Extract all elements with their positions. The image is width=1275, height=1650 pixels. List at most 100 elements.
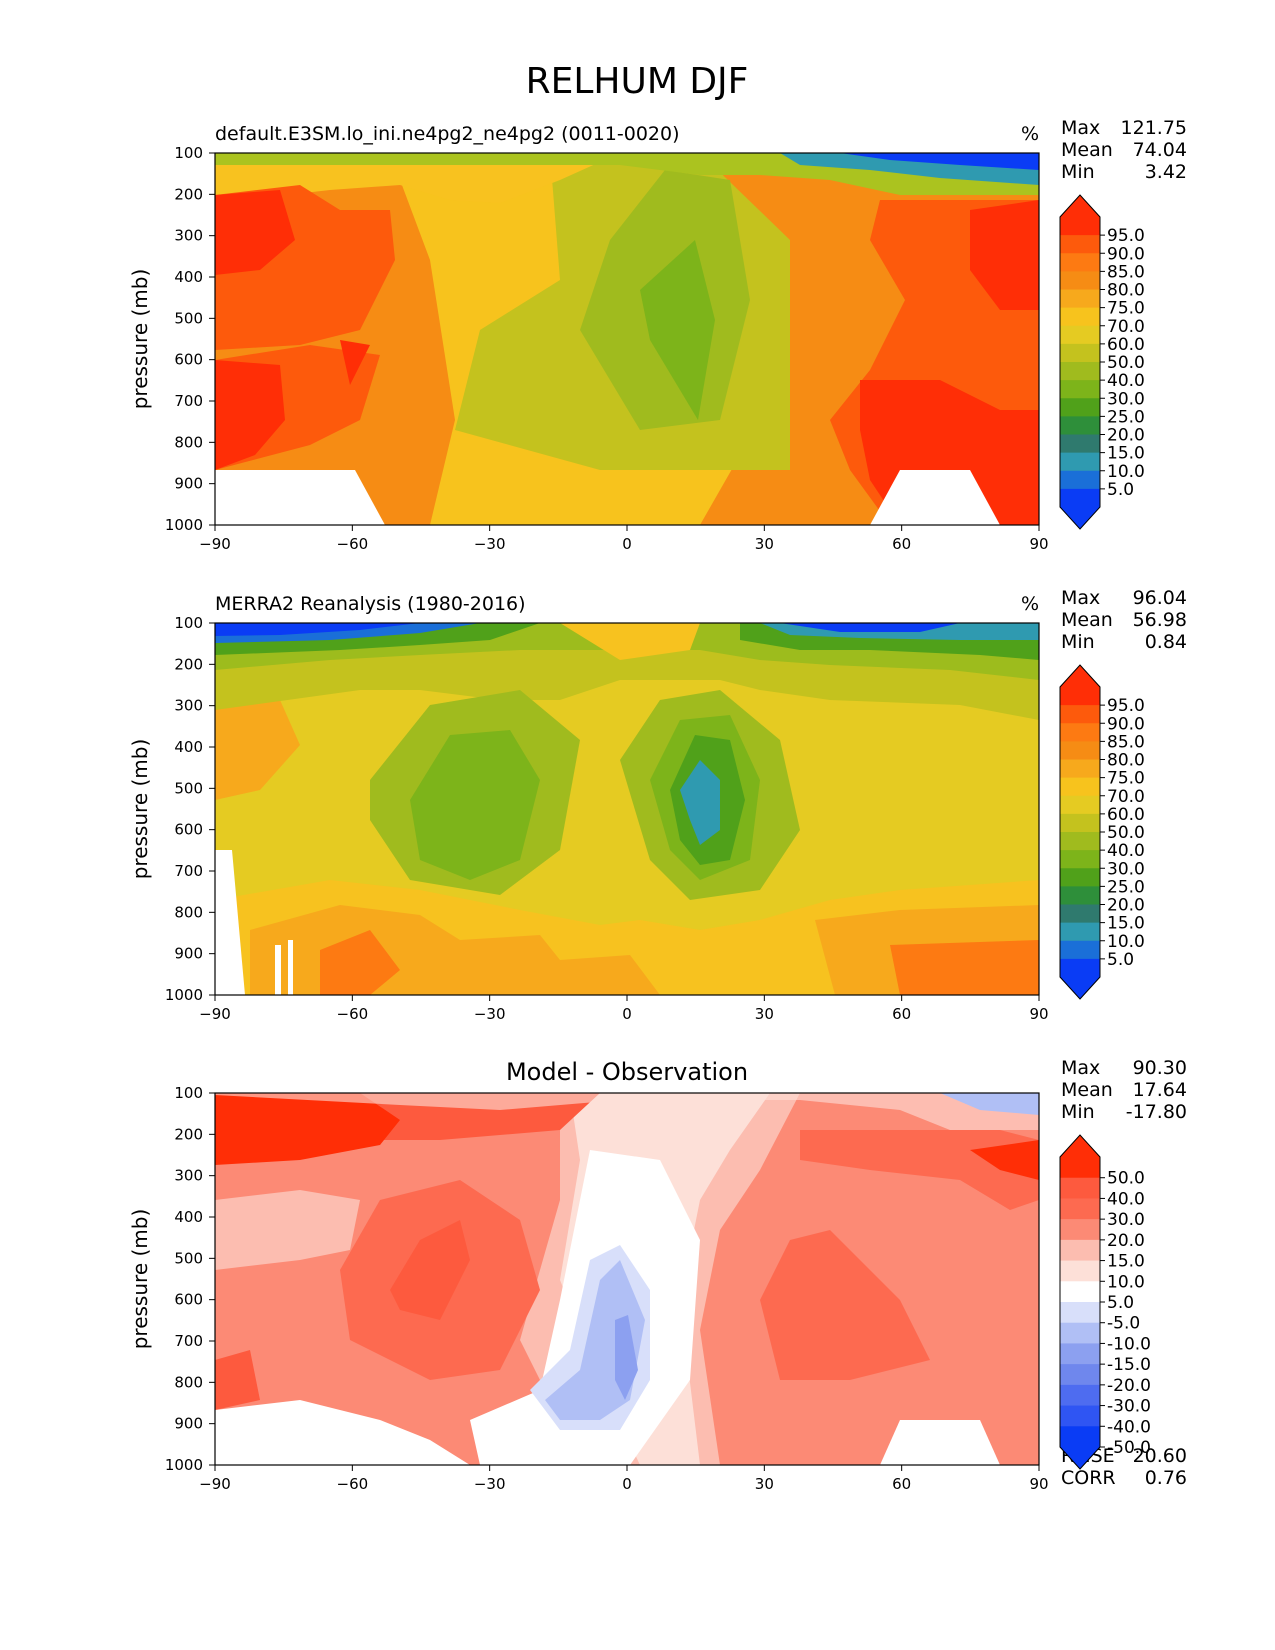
panel-diff-title: Model - Observation xyxy=(506,1058,748,1086)
y-tick-label: 400 xyxy=(174,268,203,286)
panel-obs-stat-mean-value: 56.98 xyxy=(1133,609,1187,631)
colorbar-band xyxy=(1060,325,1100,345)
colorbar-band xyxy=(1060,1384,1100,1407)
colorbar-label: 30.0 xyxy=(1107,859,1145,879)
y-tick-label: 500 xyxy=(174,309,203,327)
colorbar-extend-top xyxy=(1060,1135,1100,1157)
panel-diff-stats: Max 90.30 Mean 17.64 Min -17.80 RMSE 20.… xyxy=(1061,1057,1187,1489)
colorbar-label: -50.0 xyxy=(1107,1438,1151,1458)
y-tick-label: 100 xyxy=(174,144,203,162)
colorbar-band xyxy=(1060,488,1100,508)
colorbar-label: -10.0 xyxy=(1107,1334,1151,1354)
colorbar-band xyxy=(1060,470,1100,490)
y-tick-label: 800 xyxy=(174,903,203,921)
colorbar-label: 25.0 xyxy=(1107,877,1145,897)
panel-obs-title: MERRA2 Reanalysis (1980-2016) xyxy=(215,593,526,615)
colorbar-label: -20.0 xyxy=(1107,1376,1151,1396)
colorbar-band xyxy=(1060,307,1100,327)
panel-obs-stat-min-value: 0.84 xyxy=(1145,631,1187,653)
panel-diff-stat-mean-value: 17.64 xyxy=(1133,1079,1187,1101)
x-tick-label: 90 xyxy=(1029,535,1048,553)
colorbar-band xyxy=(1060,705,1100,724)
colorbar-band xyxy=(1060,1364,1100,1386)
colorbar-label: 40.0 xyxy=(1107,1189,1145,1209)
panel-diff-field xyxy=(215,1093,1039,1465)
panel-model-stat-mean-value: 74.04 xyxy=(1133,139,1187,161)
x-tick-label: 90 xyxy=(1029,1475,1048,1493)
colorbar-label: 85.0 xyxy=(1107,732,1145,752)
panel-diff-corr-value: 0.76 xyxy=(1145,1467,1187,1489)
x-tick-label: −30 xyxy=(474,535,506,553)
colorbar-label: 50.0 xyxy=(1107,353,1145,373)
colorbar-label: 15.0 xyxy=(1107,1252,1145,1272)
panel-model-ticks: −90 −60 −30 0 30 60 90 100 200 300 400 500 600 700 800… xyxy=(165,144,1049,553)
colorbar-label: 5.0 xyxy=(1107,950,1134,970)
panel-obs-stat-mean-label: Mean xyxy=(1061,609,1113,631)
colorbar-band xyxy=(1060,832,1100,851)
x-tick-label: 30 xyxy=(755,535,774,553)
colorbar-band xyxy=(1060,289,1100,309)
colorbar-band xyxy=(1060,1157,1100,1179)
colorbar-extend-top xyxy=(1060,665,1100,687)
panel-diff-corr-label: CORR xyxy=(1061,1467,1116,1489)
y-tick-label: 100 xyxy=(174,614,203,632)
panel-diff-stat-min-value: -17.80 xyxy=(1126,1101,1187,1123)
y-tick-label: 600 xyxy=(174,821,203,839)
colorbar-band xyxy=(1060,886,1100,905)
colorbar-band xyxy=(1060,687,1100,706)
colorbar-band xyxy=(1060,777,1100,797)
colorbar-band xyxy=(1060,217,1100,236)
x-tick-label: 30 xyxy=(755,1005,774,1023)
colorbar-label: -15.0 xyxy=(1107,1355,1151,1375)
colorbar-label: 70.0 xyxy=(1107,787,1145,807)
y-tick-label: 500 xyxy=(174,779,203,797)
panel-obs-stats: Max 96.04 Mean 56.98 Min 0.84 xyxy=(1061,587,1187,653)
colorbar-outline xyxy=(1059,194,1101,530)
panel-model-stat-mean-label: Mean xyxy=(1061,139,1113,161)
panel-diff-stat-mean-label: Mean xyxy=(1061,1079,1113,1101)
colorbar-label: 80.0 xyxy=(1107,751,1145,771)
y-tick-label: 700 xyxy=(174,1332,203,1350)
y-tick-label: 800 xyxy=(174,1373,203,1391)
panel-model-ylabel: pressure (mb) xyxy=(128,269,152,410)
x-tick-label: 60 xyxy=(892,1005,911,1023)
colorbar-band xyxy=(1060,343,1100,363)
colorbar-label: 85.0 xyxy=(1107,262,1145,282)
colorbar-label: 5.0 xyxy=(1107,480,1134,500)
colorbar-label: 10.0 xyxy=(1107,932,1145,952)
panel-model-stat-min-value: 3.42 xyxy=(1145,161,1187,183)
colorbar-band xyxy=(1060,1260,1100,1282)
colorbar-band xyxy=(1060,940,1100,960)
colorbar-label: 95.0 xyxy=(1107,226,1145,246)
y-tick-label: 900 xyxy=(174,1415,203,1433)
y-tick-label: 1000 xyxy=(165,1456,203,1474)
colorbar-label: 20.0 xyxy=(1107,896,1145,916)
colorbar-band xyxy=(1060,723,1100,742)
panel-obs-stat-min-label: Min xyxy=(1061,631,1095,653)
colorbar-extend-top xyxy=(1060,195,1100,217)
colorbar-label: 30.0 xyxy=(1107,389,1145,409)
colorbar-band xyxy=(1060,922,1100,942)
x-tick-label: −60 xyxy=(337,535,369,553)
colorbar-label: 50.0 xyxy=(1107,823,1145,843)
colorbar-label: 25.0 xyxy=(1107,407,1145,427)
colorbar-label: 95.0 xyxy=(1107,696,1145,716)
panel-obs-field xyxy=(215,623,1039,995)
y-tick-label: 900 xyxy=(174,475,203,493)
panel-diff-ylabel: pressure (mb) xyxy=(128,1209,152,1350)
panel-diff-stat-max-label: Max xyxy=(1061,1057,1100,1079)
panel-obs-colorbar: 95.090.085.080.075.070.060.050.040.030.0… xyxy=(1059,664,1145,1000)
panel-diff-stat-max-value: 90.30 xyxy=(1133,1057,1187,1079)
colorbar-band xyxy=(1060,759,1100,779)
colorbar-band xyxy=(1060,271,1100,290)
colorbar-label: -5.0 xyxy=(1107,1314,1140,1334)
panel-model: default.E3SM.lo_ini.ne4pg2_ne4pg2 (0011-… xyxy=(128,117,1187,553)
y-tick-label: 800 xyxy=(174,433,203,451)
x-tick-label: −90 xyxy=(199,1005,231,1023)
y-tick-label: 700 xyxy=(174,862,203,880)
panel-diff: Model - Observation pressure (mb) xyxy=(128,1057,1187,1493)
colorbar-extend-bottom xyxy=(1060,507,1100,529)
colorbar-outline xyxy=(1059,664,1101,1000)
panel-obs-ticks: −90 −60 −30 0 30 60 90 100 200 300 400 500 600 700 800… xyxy=(165,614,1049,1023)
colorbar-band xyxy=(1060,452,1100,472)
